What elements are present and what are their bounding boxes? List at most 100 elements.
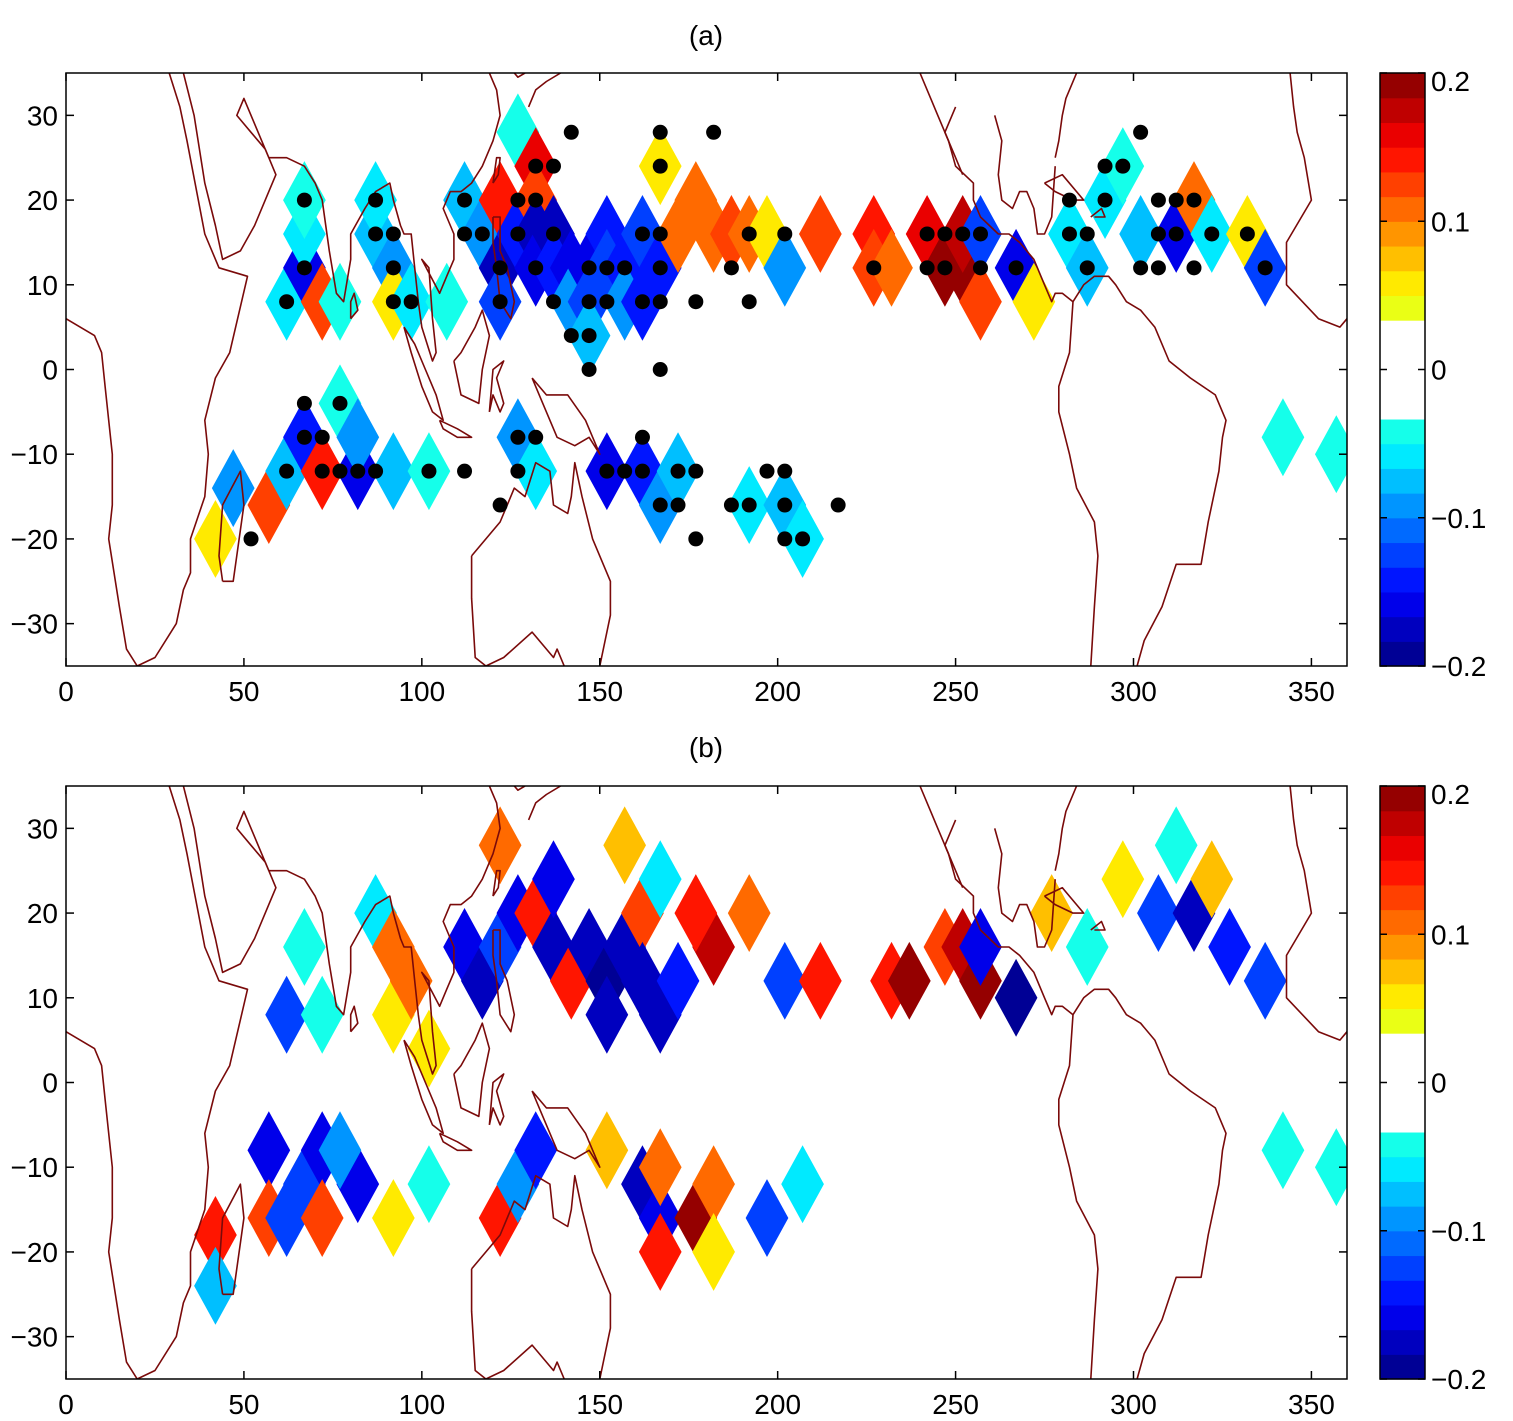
panel-a-colorbar: 0.2 0.1 0 −0.1 −0.2: [1379, 66, 1486, 682]
colorbar-segment: [1380, 786, 1425, 812]
significance-dot: [634, 226, 650, 242]
colorbar-segment: [1380, 196, 1425, 222]
y-tick-label: 10: [27, 983, 58, 1014]
significance-dot: [634, 294, 650, 310]
coastline: [1090, 920, 1106, 931]
field-cell: [1137, 874, 1180, 953]
significance-dot: [777, 226, 793, 242]
colorbar-segment: [1380, 97, 1425, 124]
field-cell: [1012, 262, 1056, 341]
field-cell: [247, 1111, 291, 1190]
significance-dot: [1061, 226, 1077, 242]
field-cell: [1190, 840, 1234, 919]
significance-dot: [972, 260, 988, 276]
x-tick-label: 0: [58, 1389, 74, 1420]
significance-dot: [474, 226, 490, 242]
panel-b: (b) 0 50 100 150 200 250 300 350 3020100−10−20−…: [11, 732, 1487, 1420]
field-cell: [692, 1212, 735, 1291]
colorbar-segment: [1380, 1107, 1425, 1133]
coastline: [470, 555, 565, 666]
y-tick-label: −30: [11, 609, 59, 640]
significance-dot: [1168, 226, 1184, 242]
field-cell: [1101, 840, 1145, 919]
field-cell: [318, 1111, 362, 1190]
colorbar-tick-label: 0.1: [1431, 206, 1470, 237]
field-cell: [745, 194, 789, 273]
significance-dot: [385, 226, 401, 242]
field-cell: [799, 194, 842, 273]
panel-a-coastlines: [66, 73, 1347, 666]
significance-dot: [634, 429, 650, 445]
colorbar-segment: [1380, 1304, 1425, 1331]
field-cell: [283, 907, 326, 986]
colorbar-segment: [1380, 1156, 1425, 1182]
coastline: [531, 377, 601, 456]
field-cell: [1065, 907, 1109, 986]
x-tick-label: 300: [1110, 676, 1157, 707]
significance-dot: [599, 260, 615, 276]
colorbar-segment: [1380, 1280, 1425, 1306]
colorbar-tick-label: 0.2: [1431, 66, 1470, 97]
colorbar-tick-label: 0.1: [1431, 919, 1470, 950]
significance-dot: [599, 463, 615, 479]
coastline: [492, 156, 501, 184]
x-tick-label: 150: [576, 676, 623, 707]
significance-dot: [457, 463, 473, 479]
field-cell: [407, 1145, 451, 1224]
significance-dot: [1097, 158, 1113, 174]
significance-dot: [919, 260, 935, 276]
field-cell: [1208, 907, 1251, 986]
significance-dot: [368, 226, 384, 242]
colorbar-segment: [1380, 983, 1425, 1009]
significance-dot: [1239, 226, 1255, 242]
panel-a: (a) 0 50 100 150 200 250 300 350 3020100−10−20−…: [11, 20, 1487, 707]
colorbar-segment: [1380, 542, 1425, 568]
colorbar-segment: [1380, 270, 1425, 296]
y-tick-label: 20: [27, 898, 58, 929]
significance-dot: [723, 497, 739, 513]
coastline: [1054, 786, 1078, 871]
field-cell: [194, 499, 237, 578]
significance-dot: [759, 463, 775, 479]
field-cell: [1119, 194, 1162, 273]
significance-dot: [314, 463, 330, 479]
coastline: [182, 73, 501, 362]
colorbar-segment: [1380, 1008, 1425, 1034]
colorbar-segment: [1380, 344, 1425, 371]
coastline: [453, 309, 491, 405]
coastline: [1285, 786, 1347, 1041]
coastline: [492, 869, 501, 897]
panel-b-map: [66, 786, 1347, 1379]
field-cell: [211, 449, 255, 528]
field-cell: [745, 1179, 789, 1258]
y-tick-label: 30: [27, 813, 58, 844]
significance-dot: [706, 124, 722, 140]
significance-dot: [652, 294, 668, 310]
significance-dot: [634, 463, 650, 479]
coastline: [993, 828, 1056, 948]
colorbar-segment: [1380, 517, 1425, 544]
significance-dot: [937, 260, 953, 276]
significance-dot: [1115, 158, 1131, 174]
x-tick-label: 350: [1288, 1389, 1335, 1420]
significance-dot: [350, 463, 366, 479]
colorbar-segment: [1380, 245, 1425, 272]
colorbar-segment: [1380, 616, 1425, 642]
coastline: [349, 292, 359, 320]
y-tick-label: 20: [27, 185, 58, 216]
x-tick-label: 200: [754, 676, 801, 707]
significance-dot: [492, 260, 508, 276]
colorbar-segment: [1380, 295, 1425, 321]
field-cell: [638, 1212, 682, 1291]
colorbar-segment: [1380, 418, 1425, 445]
significance-dot: [279, 294, 295, 310]
colorbar-segment: [1380, 468, 1425, 494]
panel-a-frame: [65, 72, 1348, 667]
field-cell: [763, 228, 807, 307]
field-cell: [372, 975, 415, 1054]
field-cell: [567, 907, 611, 986]
significance-dot: [688, 463, 704, 479]
x-tick-label: 100: [398, 1389, 445, 1420]
coastline: [527, 73, 562, 108]
significance-dot: [1186, 260, 1202, 276]
